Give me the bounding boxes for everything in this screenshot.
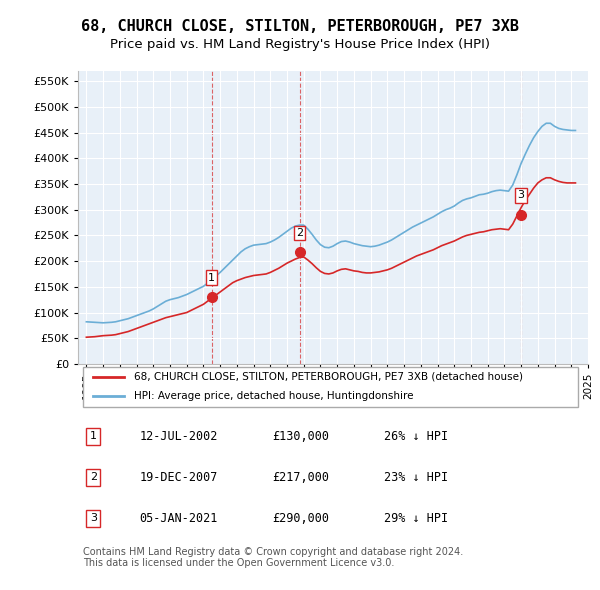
Text: £130,000: £130,000 <box>272 430 329 443</box>
Text: 2: 2 <box>90 472 97 482</box>
Text: 68, CHURCH CLOSE, STILTON, PETERBOROUGH, PE7 3XB: 68, CHURCH CLOSE, STILTON, PETERBOROUGH,… <box>81 19 519 34</box>
Text: £217,000: £217,000 <box>272 471 329 484</box>
Text: 2: 2 <box>296 228 303 238</box>
Text: Price paid vs. HM Land Registry's House Price Index (HPI): Price paid vs. HM Land Registry's House … <box>110 38 490 51</box>
Text: 26% ↓ HPI: 26% ↓ HPI <box>384 430 448 443</box>
Text: 29% ↓ HPI: 29% ↓ HPI <box>384 512 448 525</box>
Text: 12-JUL-2002: 12-JUL-2002 <box>139 430 218 443</box>
Text: 1: 1 <box>208 273 215 283</box>
Text: 19-DEC-2007: 19-DEC-2007 <box>139 471 218 484</box>
Text: 68, CHURCH CLOSE, STILTON, PETERBOROUGH, PE7 3XB (detached house): 68, CHURCH CLOSE, STILTON, PETERBOROUGH,… <box>134 372 523 382</box>
Text: 05-JAN-2021: 05-JAN-2021 <box>139 512 218 525</box>
Text: 3: 3 <box>518 191 524 201</box>
Text: 3: 3 <box>90 513 97 523</box>
Text: HPI: Average price, detached house, Huntingdonshire: HPI: Average price, detached house, Hunt… <box>134 391 413 401</box>
Text: 1: 1 <box>90 431 97 441</box>
FancyBboxPatch shape <box>83 367 578 407</box>
Text: Contains HM Land Registry data © Crown copyright and database right 2024.
This d: Contains HM Land Registry data © Crown c… <box>83 546 463 568</box>
Text: 23% ↓ HPI: 23% ↓ HPI <box>384 471 448 484</box>
Text: £290,000: £290,000 <box>272 512 329 525</box>
